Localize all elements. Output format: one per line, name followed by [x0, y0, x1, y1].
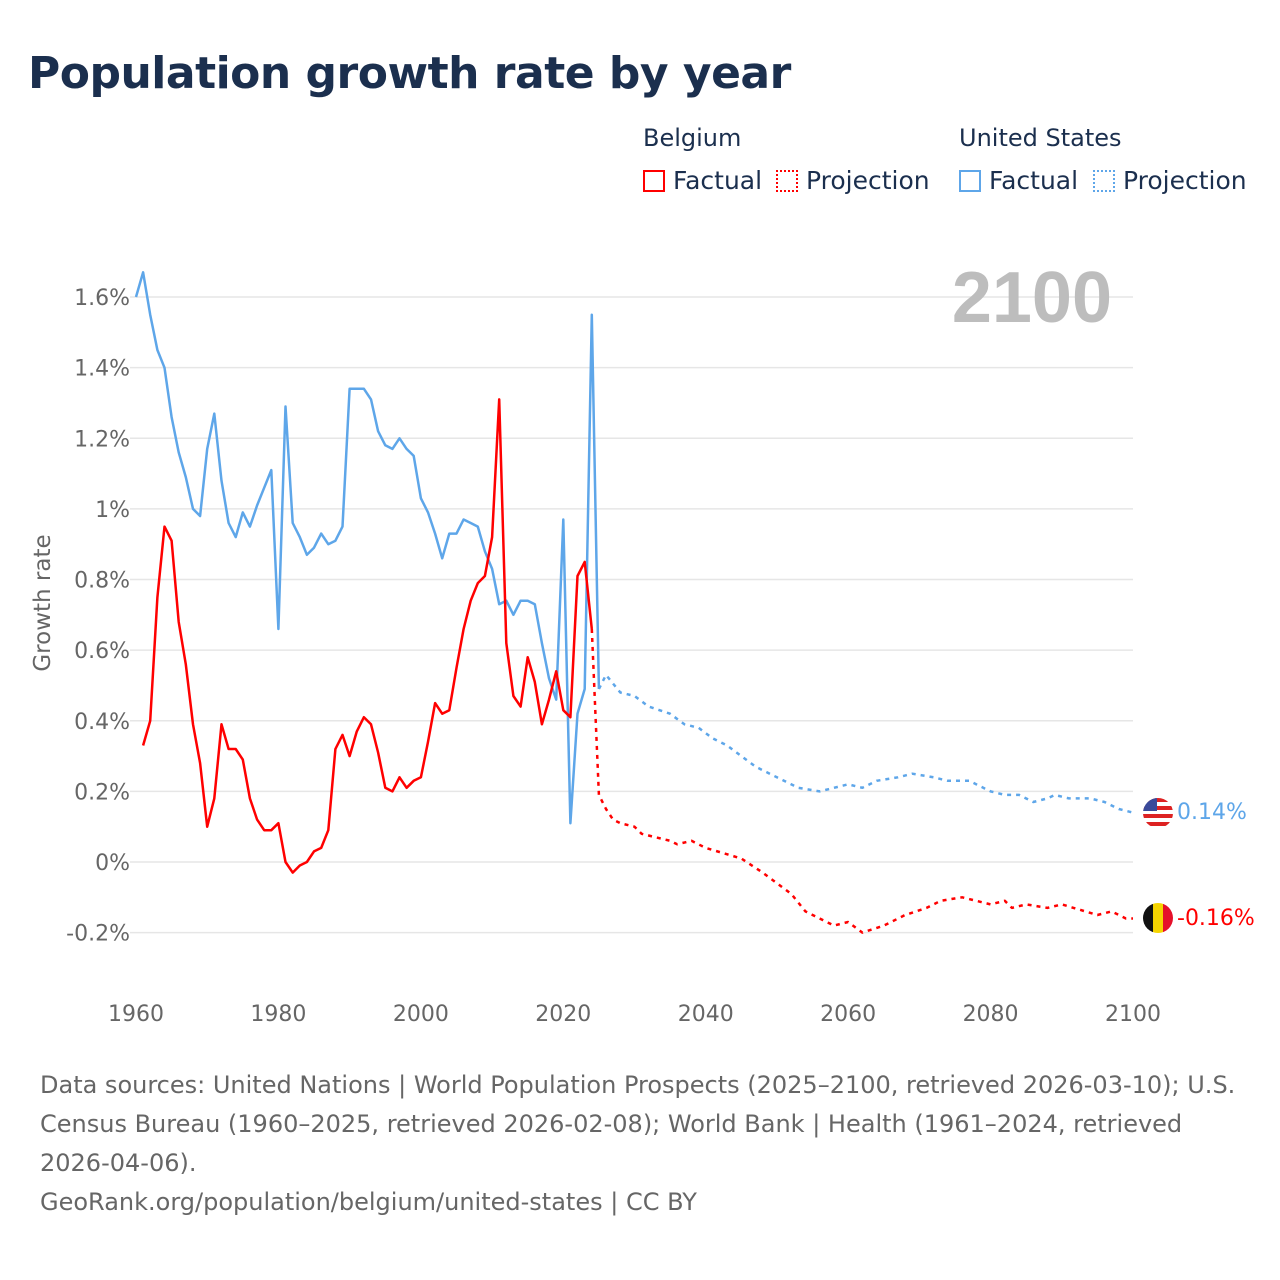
- series-line-united-states-factual: [134, 271, 601, 825]
- y-tick-label: 1%: [95, 498, 130, 523]
- legend-swatch: [1093, 169, 1115, 192]
- y-tick-label: 0.8%: [74, 569, 130, 594]
- legend-swatch: [643, 169, 665, 192]
- legend-us-header: United States: [959, 124, 1122, 152]
- x-tick-label: 2060: [820, 1002, 876, 1027]
- x-tick-label: 2000: [393, 1002, 449, 1027]
- x-tick-label: 2100: [1105, 1002, 1161, 1027]
- us-end-value: 0.14%: [1177, 800, 1247, 825]
- current-year-label: 2100: [952, 258, 1112, 338]
- y-tick-label: 1.6%: [74, 286, 130, 311]
- legend-us-projection[interactable]: Projection: [1093, 166, 1247, 195]
- y-tick-label: 0%: [95, 851, 130, 876]
- legend-belgium-projection[interactable]: Projection: [776, 166, 930, 195]
- x-tick-label: 1960: [108, 1002, 164, 1027]
- y-axis-label: Growth rate: [30, 534, 56, 671]
- credit-link[interactable]: GeoRank.org/population/belgium/united-st…: [40, 1188, 697, 1216]
- series-line-united-states-projection: [597, 673, 1134, 814]
- y-tick-label: 0.4%: [74, 710, 130, 735]
- legend-belgium-header: Belgium: [643, 124, 742, 152]
- legend-swatch: [959, 169, 981, 192]
- belgium-flag-icon: [1143, 903, 1173, 933]
- legend-label: Factual: [673, 166, 763, 195]
- legend-swatch: [776, 169, 798, 192]
- line-chart: -0.2% 0% 0.2% 0.4% 0.6% 0.8% 1% 1.2% 1.4% 1.6% 196…: [30, 258, 1255, 1027]
- x-tick-label: 2040: [678, 1002, 734, 1027]
- legend-us-factual[interactable]: Factual: [959, 166, 1078, 195]
- y-tick-label: 0.2%: [74, 780, 130, 805]
- x-tick-label: 1980: [250, 1002, 306, 1027]
- x-tick-label: 2020: [535, 1002, 591, 1027]
- legend-label: Factual: [989, 166, 1079, 195]
- legend-belgium-factual[interactable]: Factual: [643, 166, 762, 195]
- legend-label: Projection: [806, 166, 930, 195]
- y-tick-label: 1.4%: [74, 357, 130, 382]
- belgium-end-value: -0.16%: [1177, 906, 1255, 931]
- series-line-belgium-factual: [141, 398, 594, 874]
- footer: Data sources: United Nations | World Pop…: [40, 1066, 1240, 1222]
- series-line-belgium-projection: [590, 628, 1133, 934]
- x-tick-label: 2080: [963, 1002, 1019, 1027]
- y-tick-label: 0.6%: [74, 639, 130, 664]
- y-tick-label: 1.2%: [74, 427, 130, 452]
- data-sources: Data sources: United Nations | World Pop…: [40, 1071, 1236, 1177]
- legend-label: Projection: [1123, 166, 1247, 195]
- us-flag-icon: [1143, 798, 1173, 828]
- page-title: Population growth rate by year: [28, 48, 791, 99]
- y-tick-label: -0.2%: [66, 922, 130, 947]
